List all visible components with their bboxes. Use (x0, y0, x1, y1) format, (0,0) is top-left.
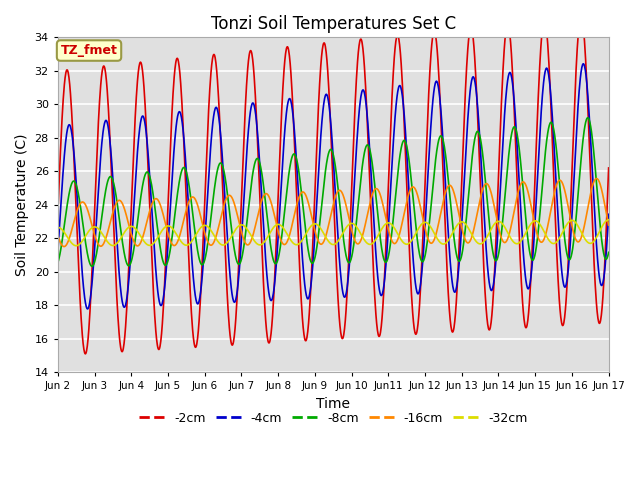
-2cm (239, 173, 246, 179)
Line: -4cm: -4cm (58, 64, 609, 309)
Title: Tonzi Soil Temperatures Set C: Tonzi Soil Temperatures Set C (211, 15, 456, 33)
-32cm (605, 217, 612, 223)
-4cm (491, 269, 499, 275)
-32cm (491, 220, 499, 226)
-2cm (605, 165, 612, 171)
-4cm (419, 255, 427, 261)
-8cm (584, 115, 591, 120)
-16cm (593, 176, 600, 181)
-2cm (419, 232, 427, 238)
-16cm (60, 244, 68, 250)
-2cm (540, 18, 547, 24)
Line: -16cm: -16cm (58, 179, 609, 247)
-32cm (54, 225, 61, 230)
-4cm (177, 111, 184, 117)
-8cm (88, 264, 96, 269)
Text: TZ_fmet: TZ_fmet (61, 44, 118, 57)
-4cm (163, 252, 171, 258)
-8cm (177, 172, 184, 178)
-4cm (540, 80, 547, 85)
-32cm (72, 243, 80, 249)
Legend: -2cm, -4cm, -8cm, -16cm, -32cm: -2cm, -4cm, -8cm, -16cm, -32cm (134, 407, 532, 430)
-2cm (177, 81, 184, 86)
-4cm (239, 222, 246, 228)
Line: -2cm: -2cm (58, 16, 609, 354)
Line: -8cm: -8cm (58, 118, 609, 266)
-2cm (163, 218, 171, 224)
Line: -32cm: -32cm (58, 220, 609, 246)
Y-axis label: Soil Temperature (C): Soil Temperature (C) (15, 133, 29, 276)
-8cm (605, 250, 612, 255)
-32cm (163, 223, 171, 229)
-8cm (239, 252, 246, 258)
-16cm (419, 216, 427, 222)
X-axis label: Time: Time (316, 397, 350, 411)
-16cm (491, 207, 499, 213)
-4cm (84, 306, 92, 312)
-8cm (163, 260, 171, 265)
-16cm (54, 232, 61, 238)
-8cm (54, 260, 61, 265)
-4cm (54, 249, 61, 255)
-32cm (419, 220, 427, 226)
-2cm (491, 261, 499, 266)
-16cm (163, 228, 171, 234)
-8cm (491, 257, 499, 263)
-16cm (540, 237, 547, 243)
-2cm (54, 210, 61, 216)
-8cm (540, 168, 547, 174)
-8cm (419, 259, 427, 264)
-32cm (177, 238, 184, 244)
-16cm (239, 232, 246, 238)
-4cm (605, 211, 612, 217)
-4cm (580, 61, 588, 67)
-2cm (577, 13, 585, 19)
-16cm (177, 229, 184, 235)
-32cm (239, 222, 246, 228)
-2cm (81, 351, 89, 357)
-32cm (540, 228, 547, 233)
-16cm (605, 222, 612, 228)
